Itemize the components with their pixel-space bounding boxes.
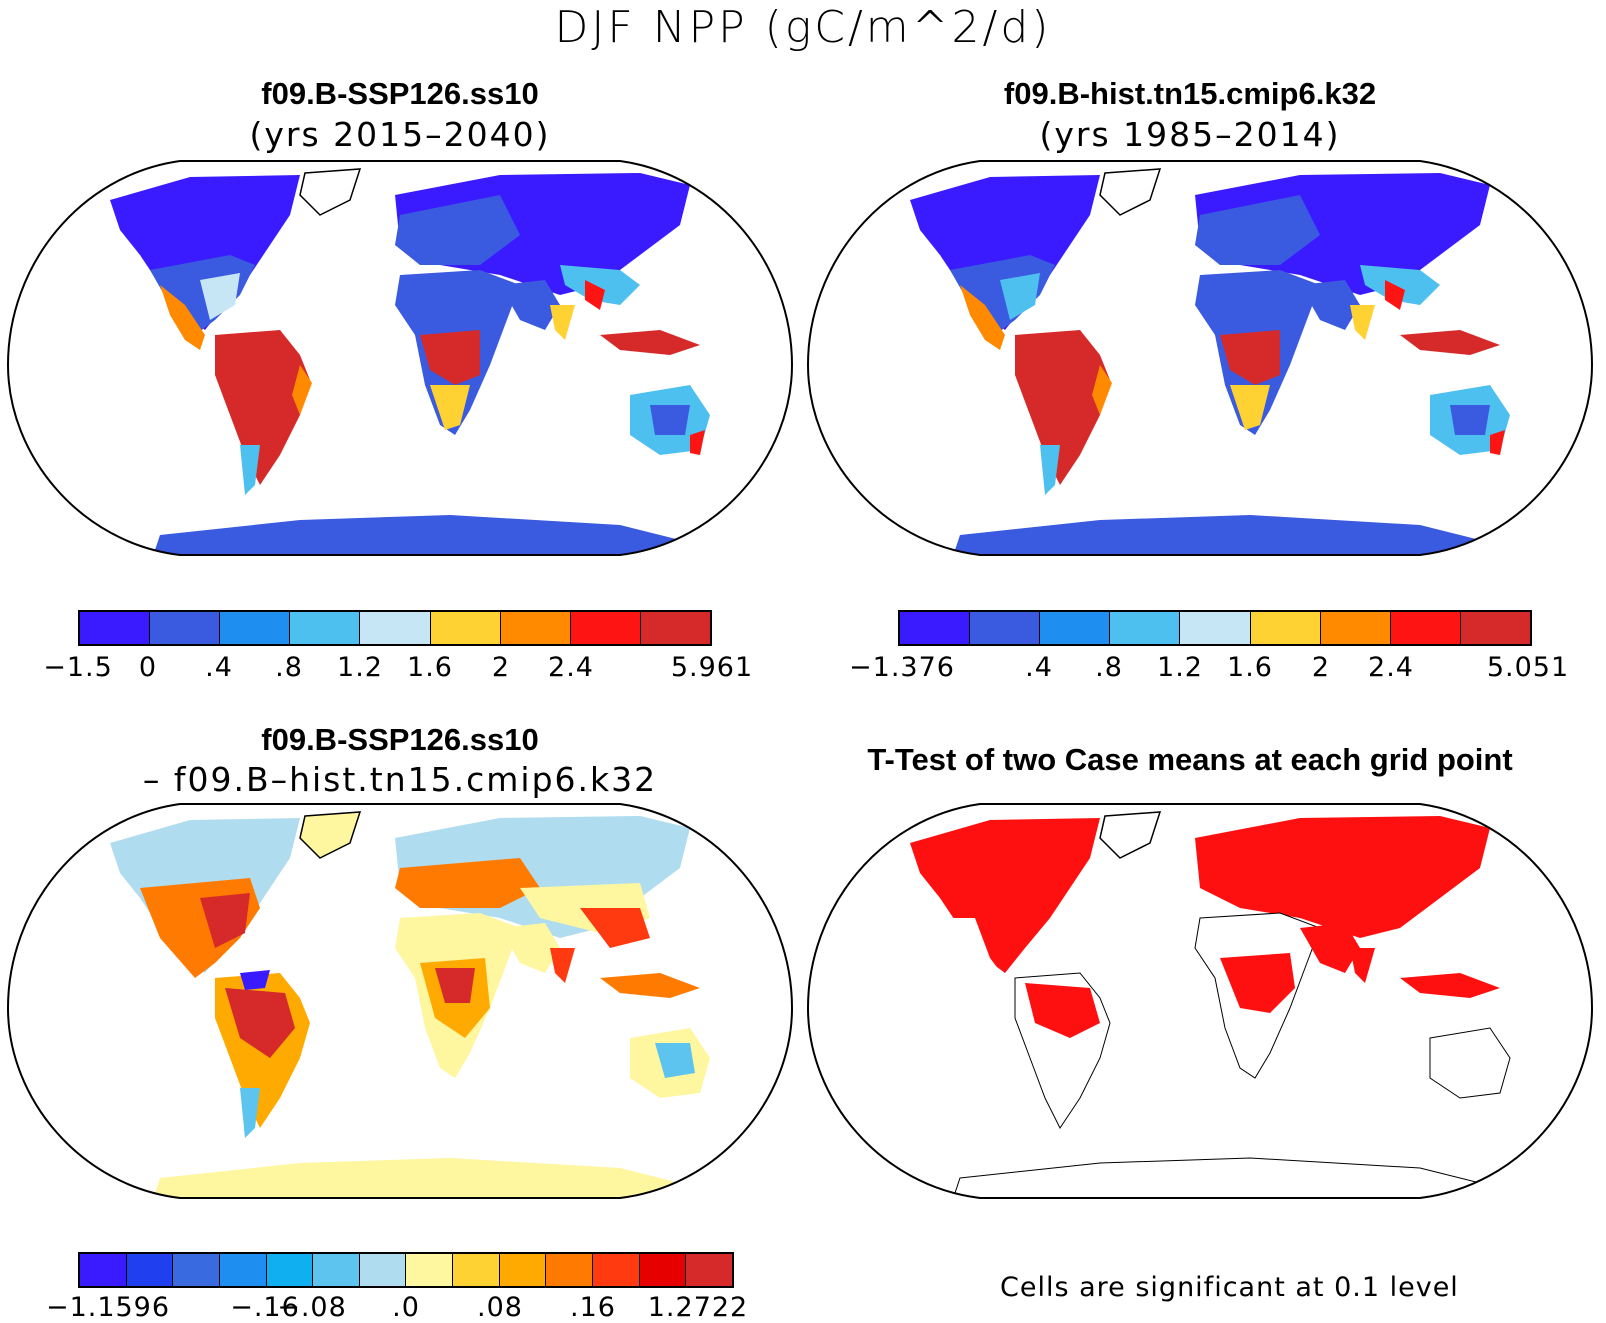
tick-label: .0 <box>392 1292 420 1323</box>
tick-label: 1.6 <box>1227 652 1273 683</box>
tick-label: 5.051 <box>1486 652 1570 683</box>
colorbar-swatch <box>686 1254 732 1286</box>
tick-label: 1.2 <box>1157 652 1203 683</box>
colorbar-swatch <box>900 612 971 644</box>
tick-label: 2.4 <box>1368 652 1414 683</box>
map-top-right <box>806 160 1594 556</box>
map-top-left <box>6 160 794 556</box>
colorbar-swatch <box>266 1254 314 1286</box>
colorbar-ticks-bottom-left: −1.1596 −.16 −.08 .0 .08 .16 1.2722 <box>46 1292 747 1323</box>
panel-title-top-left: f09.B-SSP126.ss10 <box>261 76 539 111</box>
panel-title-top-right: f09.B-hist.tn15.cmip6.k32 <box>1003 76 1377 111</box>
colorbar-swatch <box>150 612 221 644</box>
tick-label: .4 <box>205 652 233 683</box>
panel-subtitle-top-left: (yrs 2015–2040) <box>249 115 551 154</box>
colorbar-swatch <box>360 612 431 644</box>
colorbar-swatch <box>593 1254 640 1286</box>
panel-title-bottom-left: f09.B-SSP126.ss10 <box>261 722 539 757</box>
colorbar-swatch <box>1110 612 1181 644</box>
tick-label: −.08 <box>277 1292 347 1323</box>
colorbar-swatch <box>1320 612 1391 644</box>
tick-label: .8 <box>1095 652 1123 683</box>
colorbar-ticks-top-left: −1.5 0 .4 .8 1.2 1.6 2 2.4 5.961 <box>43 652 752 686</box>
significance-note: Cells are significant at 0.1 level <box>1000 1272 1459 1303</box>
tick-label: 1.2722 <box>647 1292 749 1323</box>
colorbar-swatch <box>500 612 571 644</box>
tick-label: .08 <box>477 1292 523 1323</box>
colorbar-swatch <box>219 1254 267 1286</box>
tick-label: −.16 <box>230 1292 300 1323</box>
colorbar-swatch <box>1180 612 1251 644</box>
colorbar-bottom-left <box>78 1252 734 1288</box>
colorbar-swatch <box>639 1254 687 1286</box>
colorbar-swatch <box>313 1254 360 1286</box>
colorbar-swatch <box>359 1254 407 1286</box>
panel-subtitle-top-right: (yrs 1985–2014) <box>1039 115 1341 154</box>
tick-label: 0 <box>138 652 158 683</box>
colorbar-swatch <box>220 612 291 644</box>
colorbar-swatch <box>430 612 501 644</box>
tick-label: 1.2 <box>337 652 383 683</box>
tick-label: .8 <box>275 652 303 683</box>
tick-label: −1.1596 <box>45 1292 171 1323</box>
tick-label: 2 <box>491 652 511 683</box>
colorbar-top-left <box>78 610 712 646</box>
panel-subtitle-bottom-left: – f09.B–hist.tn15.cmip6.k32 <box>142 760 658 799</box>
colorbar-ticks-top-right: −1.376 .4 .8 1.2 1.6 2 2.4 5.051 <box>849 652 1568 686</box>
colorbar-swatch <box>453 1254 500 1286</box>
tick-label: .16 <box>570 1292 616 1323</box>
colorbar-swatch <box>80 612 151 644</box>
colorbar-swatch <box>570 612 641 644</box>
colorbar-swatch <box>1390 612 1461 644</box>
colorbar-top-right <box>898 610 1532 646</box>
main-title: DJF NPP (gC/m^2/d) <box>554 2 1052 53</box>
tick-label: −1.376 <box>849 652 955 683</box>
map-bottom-right <box>806 803 1594 1199</box>
map-bottom-left <box>6 803 794 1199</box>
colorbar-swatch <box>1460 612 1530 644</box>
tick-label: .4 <box>1025 652 1053 683</box>
tick-label: 2 <box>1311 652 1331 683</box>
colorbar-swatch <box>290 612 361 644</box>
colorbar-swatch <box>80 1254 127 1286</box>
panel-title-bottom-right: T-Test of two Case means at each grid po… <box>867 742 1513 777</box>
colorbar-swatch <box>406 1254 454 1286</box>
tick-label: 1.6 <box>407 652 453 683</box>
colorbar-swatch <box>1250 612 1321 644</box>
tick-label: 2.4 <box>548 652 594 683</box>
tick-label: −1.5 <box>43 652 113 683</box>
tick-label: 5.961 <box>670 652 754 683</box>
colorbar-swatch <box>640 612 710 644</box>
colorbar-swatch <box>970 612 1041 644</box>
colorbar-swatch <box>173 1254 220 1286</box>
colorbar-swatch <box>546 1254 594 1286</box>
colorbar-swatch <box>499 1254 547 1286</box>
colorbar-swatch <box>126 1254 174 1286</box>
colorbar-swatch <box>1040 612 1111 644</box>
